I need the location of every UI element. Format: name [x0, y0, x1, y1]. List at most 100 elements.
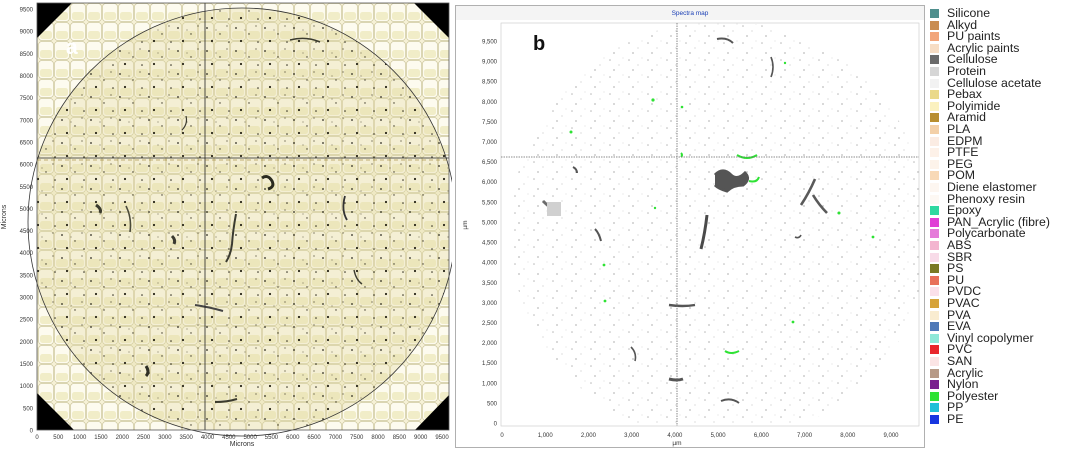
legend-item: PLA	[930, 123, 970, 135]
y-tick-label: 4,000	[482, 261, 498, 267]
panel-a-frame	[36, 2, 450, 431]
y-tick-label: 2,500	[482, 321, 498, 327]
legend-swatch	[930, 299, 939, 308]
x-tick-label: 4000	[201, 435, 215, 441]
panel-b-spectra-map-window: Spectra map	[455, 5, 925, 448]
y-tick-label: 0	[494, 422, 498, 428]
y-tick-label: 2000	[20, 340, 34, 346]
legend-swatch	[930, 148, 939, 158]
window-titlebar[interactable]	[456, 6, 924, 20]
legend-swatch	[930, 67, 939, 76]
legend-item: EDPM	[930, 134, 983, 147]
legend-swatch	[930, 229, 939, 239]
y-tick-label: 3,500	[482, 281, 498, 287]
y-tick-label: 2,000	[482, 341, 498, 347]
legend-label: PEG	[947, 156, 973, 171]
x-tick-label: 0	[500, 433, 504, 439]
legend-item: PP	[930, 401, 963, 414]
legend-swatch	[930, 171, 939, 181]
panel-b-y-ticks: 9,500 9,000 8,500 8,000 7,500 7,000 6,500 6,000…	[482, 40, 498, 428]
y-tick-label: 5500	[20, 185, 34, 191]
legend-item: SBR	[930, 249, 973, 264]
panel-a-x-axis-label: Microns	[230, 441, 255, 448]
legend-label: PVC	[947, 342, 973, 357]
y-tick-label: 7500	[20, 96, 34, 102]
legend-item: Silicone	[930, 7, 990, 19]
legend-label: SBR	[947, 249, 973, 264]
x-tick-label: 4500	[222, 435, 236, 441]
legend-item: PU	[930, 274, 964, 286]
y-tick-label: 4,500	[482, 241, 498, 247]
y-tick-label: 3500	[20, 273, 34, 279]
legend-label: Cellulose acetate	[947, 75, 1042, 90]
x-tick-label: 8000	[371, 435, 385, 441]
corner-tl	[37, 3, 72, 38]
legend-item: Phenoxy resin	[930, 192, 1025, 205]
y-tick-label: 5,000	[482, 220, 498, 226]
legend-label: PE	[947, 412, 964, 426]
y-tick-label: 1500	[20, 362, 34, 368]
y-tick-label: 500	[23, 406, 34, 412]
legend-label: PS	[947, 261, 964, 276]
legend-item: Polyimide	[930, 100, 1000, 112]
legend-swatch	[930, 345, 939, 355]
legend-item: Polycarbonate	[930, 227, 1026, 240]
legend-swatch	[930, 241, 939, 250]
legend-label: PAN_Acrylic (fibre)	[947, 214, 1050, 229]
legend-swatch	[930, 183, 939, 192]
x-tick-label: 4,000	[667, 433, 683, 439]
y-tick-label: 6500	[20, 140, 34, 146]
x-tick-label: 2000	[116, 435, 130, 441]
y-tick-label: 3000	[20, 296, 34, 302]
y-tick-label: 6000	[20, 163, 34, 169]
legend-label: Aramid	[947, 110, 986, 125]
panel-a-y-axis-label: Microns	[1, 204, 8, 229]
legend-label: Diene elastomer	[947, 180, 1037, 194]
legend-item: PVDC	[930, 285, 981, 298]
legend-item: Pebax	[930, 88, 982, 100]
corner-tr	[414, 3, 449, 38]
legend-item: Alkyd	[930, 18, 977, 31]
legend-item: PAN_Acrylic (fibre)	[930, 214, 1050, 229]
legend-swatch	[930, 264, 939, 274]
x-tick-label: 8,000	[840, 433, 856, 439]
legend-item: Cellulose acetate	[930, 75, 1042, 90]
legend-swatch	[930, 78, 939, 88]
panel-b-letter: b	[533, 33, 545, 55]
legend-swatch	[930, 43, 939, 53]
legend-item: ABS	[930, 239, 972, 251]
x-tick-label: 6000	[286, 435, 300, 441]
y-tick-label: 9000	[20, 30, 34, 36]
x-tick-label: 5000	[243, 435, 257, 441]
y-tick-label: 1000	[20, 384, 34, 390]
legend-label: Acrylic	[947, 365, 984, 380]
y-tick-label: 9,000	[482, 60, 498, 66]
legend-swatch	[930, 403, 939, 413]
legend-item: Acrylic paints	[930, 40, 1020, 55]
legend-label: Nylon	[947, 377, 979, 392]
legend-label: SAN	[947, 354, 973, 368]
legend-swatch	[930, 9, 939, 18]
x-tick-label: 6500	[307, 435, 321, 441]
y-tick-label: 0	[30, 429, 34, 435]
legend-label: PVAC	[947, 296, 980, 310]
x-tick-label: 2,000	[581, 433, 597, 439]
y-tick-label: 8,500	[482, 80, 498, 86]
panel-a-x-ticks: 0 500 1000 1500 2000 2500 3000 3500 4000 4500 5000…	[35, 435, 449, 441]
legend-label: Acrylic paints	[947, 40, 1020, 55]
panel-b-svg: Spectra map	[455, 5, 925, 448]
x-tick-label: 9,000	[883, 433, 899, 439]
x-tick-label: 8500	[393, 435, 407, 441]
y-tick-label: 9,500	[482, 40, 498, 46]
legend-swatch	[930, 136, 939, 146]
legend-swatch	[930, 159, 939, 169]
y-tick-label: 7,500	[482, 120, 498, 126]
x-tick-label: 9000	[414, 435, 428, 441]
x-tick-label: 7500	[350, 435, 364, 441]
legend-item: POM	[930, 169, 975, 182]
x-tick-label: 5500	[265, 435, 279, 441]
legend-item: EVA	[930, 320, 971, 332]
filter-area	[37, 8, 449, 430]
map-particles	[510, 23, 919, 426]
y-tick-label: 1,000	[482, 381, 498, 387]
